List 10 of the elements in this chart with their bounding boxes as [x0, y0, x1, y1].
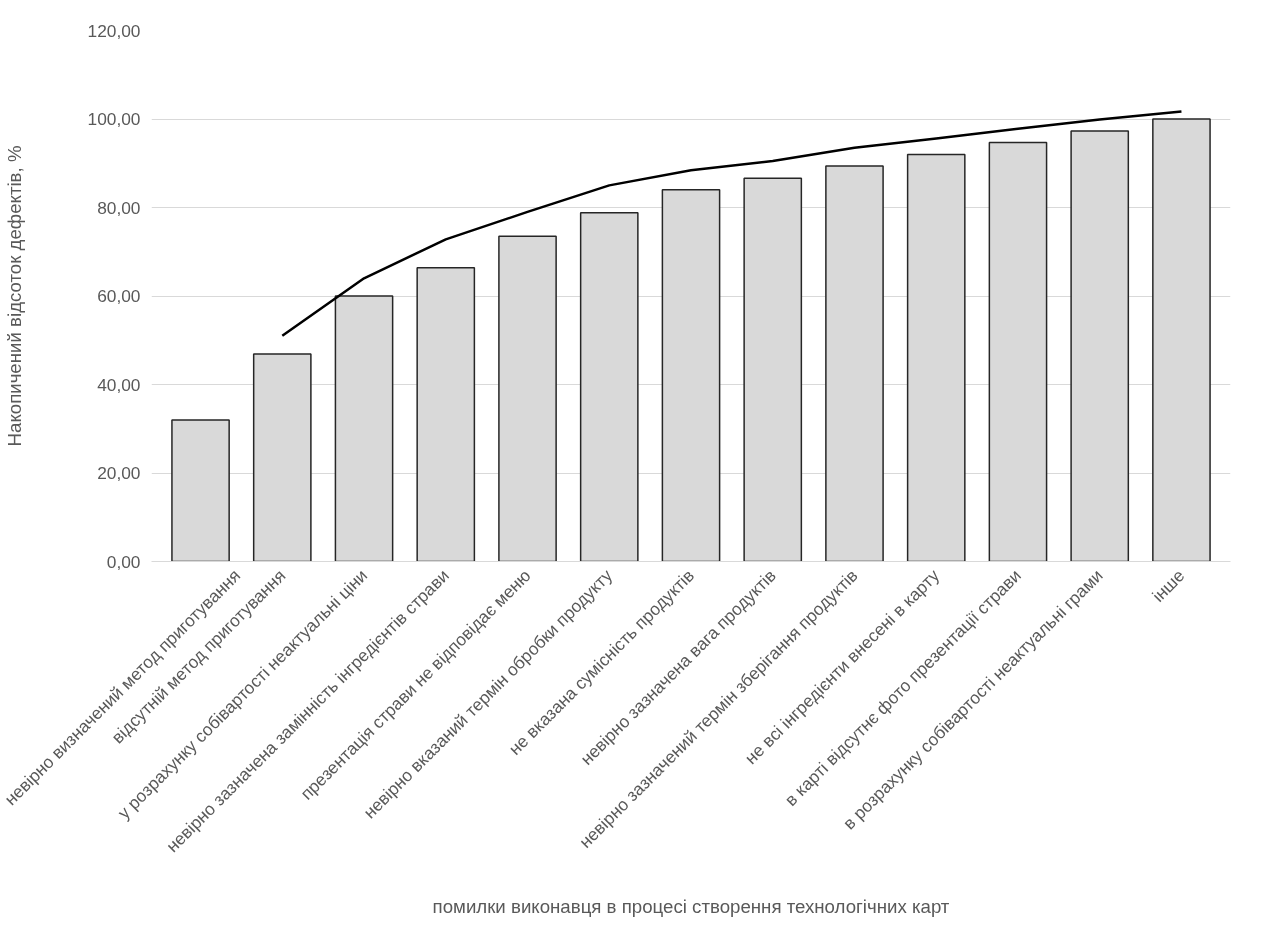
x-axis-title: помилки виконавця в процесі створення технологічних карт	[432, 896, 950, 918]
y-tick-label: 60,00	[97, 286, 141, 306]
y-tick-label: 40,00	[97, 374, 141, 395]
y-tick-label: 100,00	[87, 109, 141, 129]
y-tick-label: 120,00	[87, 20, 141, 41]
y-axis-title: Накопичений відсоток дефектів, %	[3, 145, 25, 447]
y-tick-label: 20,00	[97, 463, 141, 483]
y-tick-label: 0,00	[106, 551, 141, 572]
line-series	[281, 110, 1183, 338]
y-tick-label: 80,00	[97, 197, 141, 218]
